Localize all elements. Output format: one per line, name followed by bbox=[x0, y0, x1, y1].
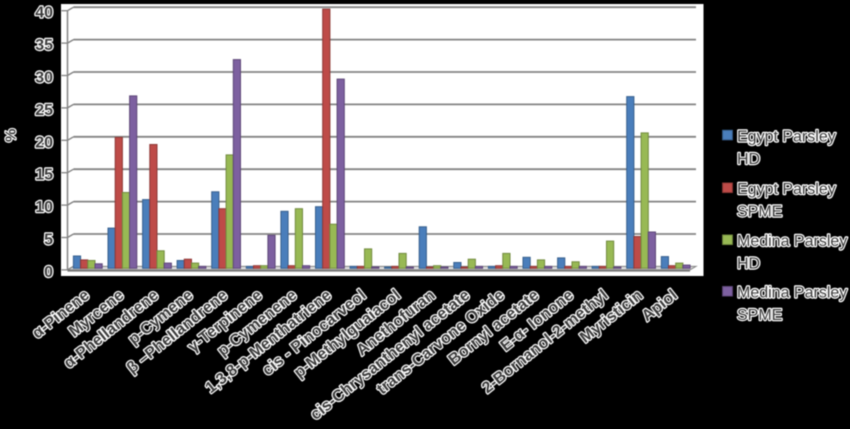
svg-text:10: 10 bbox=[35, 199, 53, 216]
svg-text:40: 40 bbox=[35, 5, 53, 22]
svg-text:25: 25 bbox=[35, 102, 53, 119]
svg-text:Egypt Parsley: Egypt Parsley bbox=[737, 128, 836, 145]
svg-text:20: 20 bbox=[35, 134, 53, 151]
svg-text:SPME: SPME bbox=[737, 204, 782, 221]
svg-text:5: 5 bbox=[44, 232, 53, 249]
svg-text:35: 35 bbox=[35, 37, 53, 54]
svg-text:Egypt Parsley: Egypt Parsley bbox=[737, 181, 836, 198]
svg-text:HD: HD bbox=[737, 256, 760, 273]
svg-text:15: 15 bbox=[35, 167, 53, 184]
svg-text:SPME: SPME bbox=[737, 307, 782, 324]
svg-text:%: % bbox=[3, 129, 20, 142]
svg-text:0: 0 bbox=[44, 264, 53, 281]
svg-text:30: 30 bbox=[35, 70, 53, 87]
svg-text:Medina Parsley: Medina Parsley bbox=[737, 285, 847, 302]
svg-text:Medina Parsley: Medina Parsley bbox=[737, 233, 847, 250]
svg-text:HD: HD bbox=[737, 151, 760, 168]
